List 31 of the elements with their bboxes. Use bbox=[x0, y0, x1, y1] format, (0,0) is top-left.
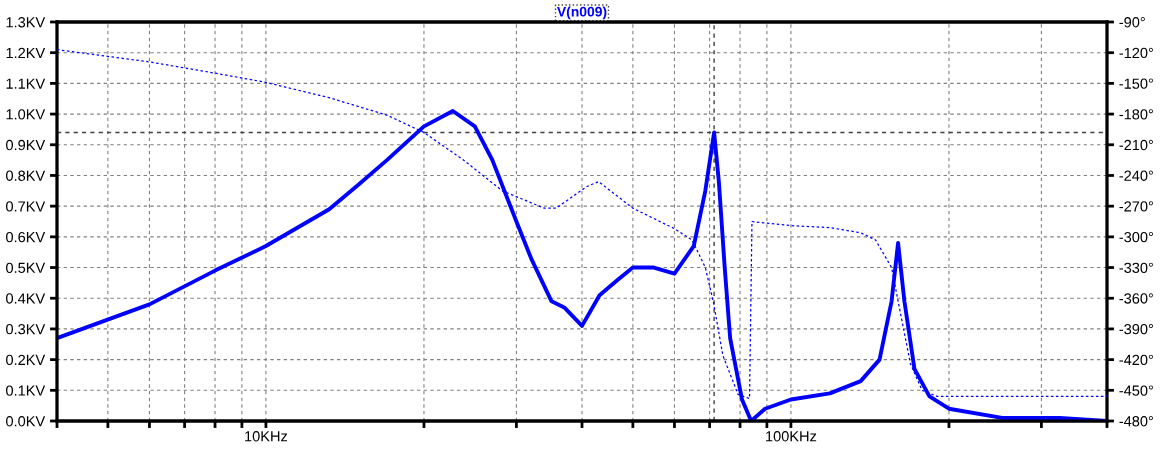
y2-tick-label: -420° bbox=[1119, 354, 1153, 366]
y-tick-label: 0.9KV bbox=[6, 139, 46, 151]
y2-tick-label: -120° bbox=[1119, 47, 1153, 59]
y2-tick-label: -180° bbox=[1119, 109, 1153, 120]
y-tick-label: 0.8KV bbox=[6, 170, 46, 181]
y-tick-label: 0.0KV bbox=[6, 416, 46, 427]
y2-tick-label: -480° bbox=[1119, 416, 1153, 427]
y-tick-label: 0.1KV bbox=[6, 385, 46, 396]
y2-tick-label: -450° bbox=[1119, 385, 1153, 396]
y-tick-label: 0.7KV bbox=[6, 201, 46, 212]
y2-tick-label: -90° bbox=[1119, 17, 1145, 28]
y-tick-label: 0.2KV bbox=[6, 354, 46, 366]
y-tick-label: 1.0KV bbox=[6, 109, 46, 120]
y2-tick-label: -210° bbox=[1119, 139, 1153, 151]
y2-tick-label: -300° bbox=[1119, 231, 1153, 243]
y2-tick-label: -240° bbox=[1119, 170, 1153, 181]
y-tick-label: 0.4KV bbox=[6, 293, 46, 304]
y-tick-label: 1.1KV bbox=[6, 78, 46, 89]
y-tick-label: 0.5KV bbox=[6, 262, 46, 273]
chart-title: V(n009) bbox=[557, 6, 607, 20]
x-tick-label: 10KHz bbox=[245, 431, 288, 442]
x-tick-label: 100KHz bbox=[766, 431, 817, 442]
y-tick-label: 0.6KV bbox=[6, 231, 46, 243]
y2-tick-label: -270° bbox=[1119, 201, 1153, 212]
y-tick-label: 1.2KV bbox=[6, 47, 46, 58]
y2-tick-label: -150° bbox=[1119, 78, 1153, 89]
y2-tick-label: -330° bbox=[1119, 262, 1153, 273]
y-tick-label: 0.3KV bbox=[6, 324, 46, 335]
y2-tick-label: -360° bbox=[1119, 293, 1153, 304]
y-tick-label: 1.3KV bbox=[6, 17, 46, 28]
y2-tick-label: -390° bbox=[1119, 324, 1153, 335]
